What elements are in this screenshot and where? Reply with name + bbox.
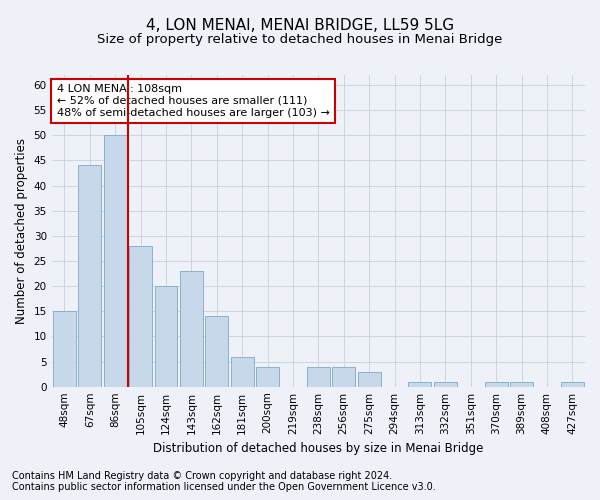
Bar xyxy=(129,246,152,386)
Bar xyxy=(307,366,330,386)
Bar xyxy=(180,271,203,386)
Bar xyxy=(434,382,457,386)
Bar xyxy=(561,382,584,386)
X-axis label: Distribution of detached houses by size in Menai Bridge: Distribution of detached houses by size … xyxy=(153,442,484,455)
Bar xyxy=(332,366,355,386)
Bar xyxy=(155,286,178,386)
Bar xyxy=(510,382,533,386)
Bar xyxy=(358,372,380,386)
Bar xyxy=(409,382,431,386)
Text: Contains HM Land Registry data © Crown copyright and database right 2024.: Contains HM Land Registry data © Crown c… xyxy=(12,471,392,481)
Bar xyxy=(79,166,101,386)
Text: 4, LON MENAI, MENAI BRIDGE, LL59 5LG: 4, LON MENAI, MENAI BRIDGE, LL59 5LG xyxy=(146,18,454,32)
Bar xyxy=(256,366,279,386)
Bar xyxy=(205,316,228,386)
Text: Contains public sector information licensed under the Open Government Licence v3: Contains public sector information licen… xyxy=(12,482,436,492)
Text: Size of property relative to detached houses in Menai Bridge: Size of property relative to detached ho… xyxy=(97,32,503,46)
Bar xyxy=(104,136,127,386)
Bar xyxy=(53,312,76,386)
Bar xyxy=(485,382,508,386)
Bar xyxy=(231,356,254,386)
Y-axis label: Number of detached properties: Number of detached properties xyxy=(15,138,28,324)
Text: 4 LON MENAI: 108sqm
← 52% of detached houses are smaller (111)
48% of semi-detac: 4 LON MENAI: 108sqm ← 52% of detached ho… xyxy=(57,84,330,117)
